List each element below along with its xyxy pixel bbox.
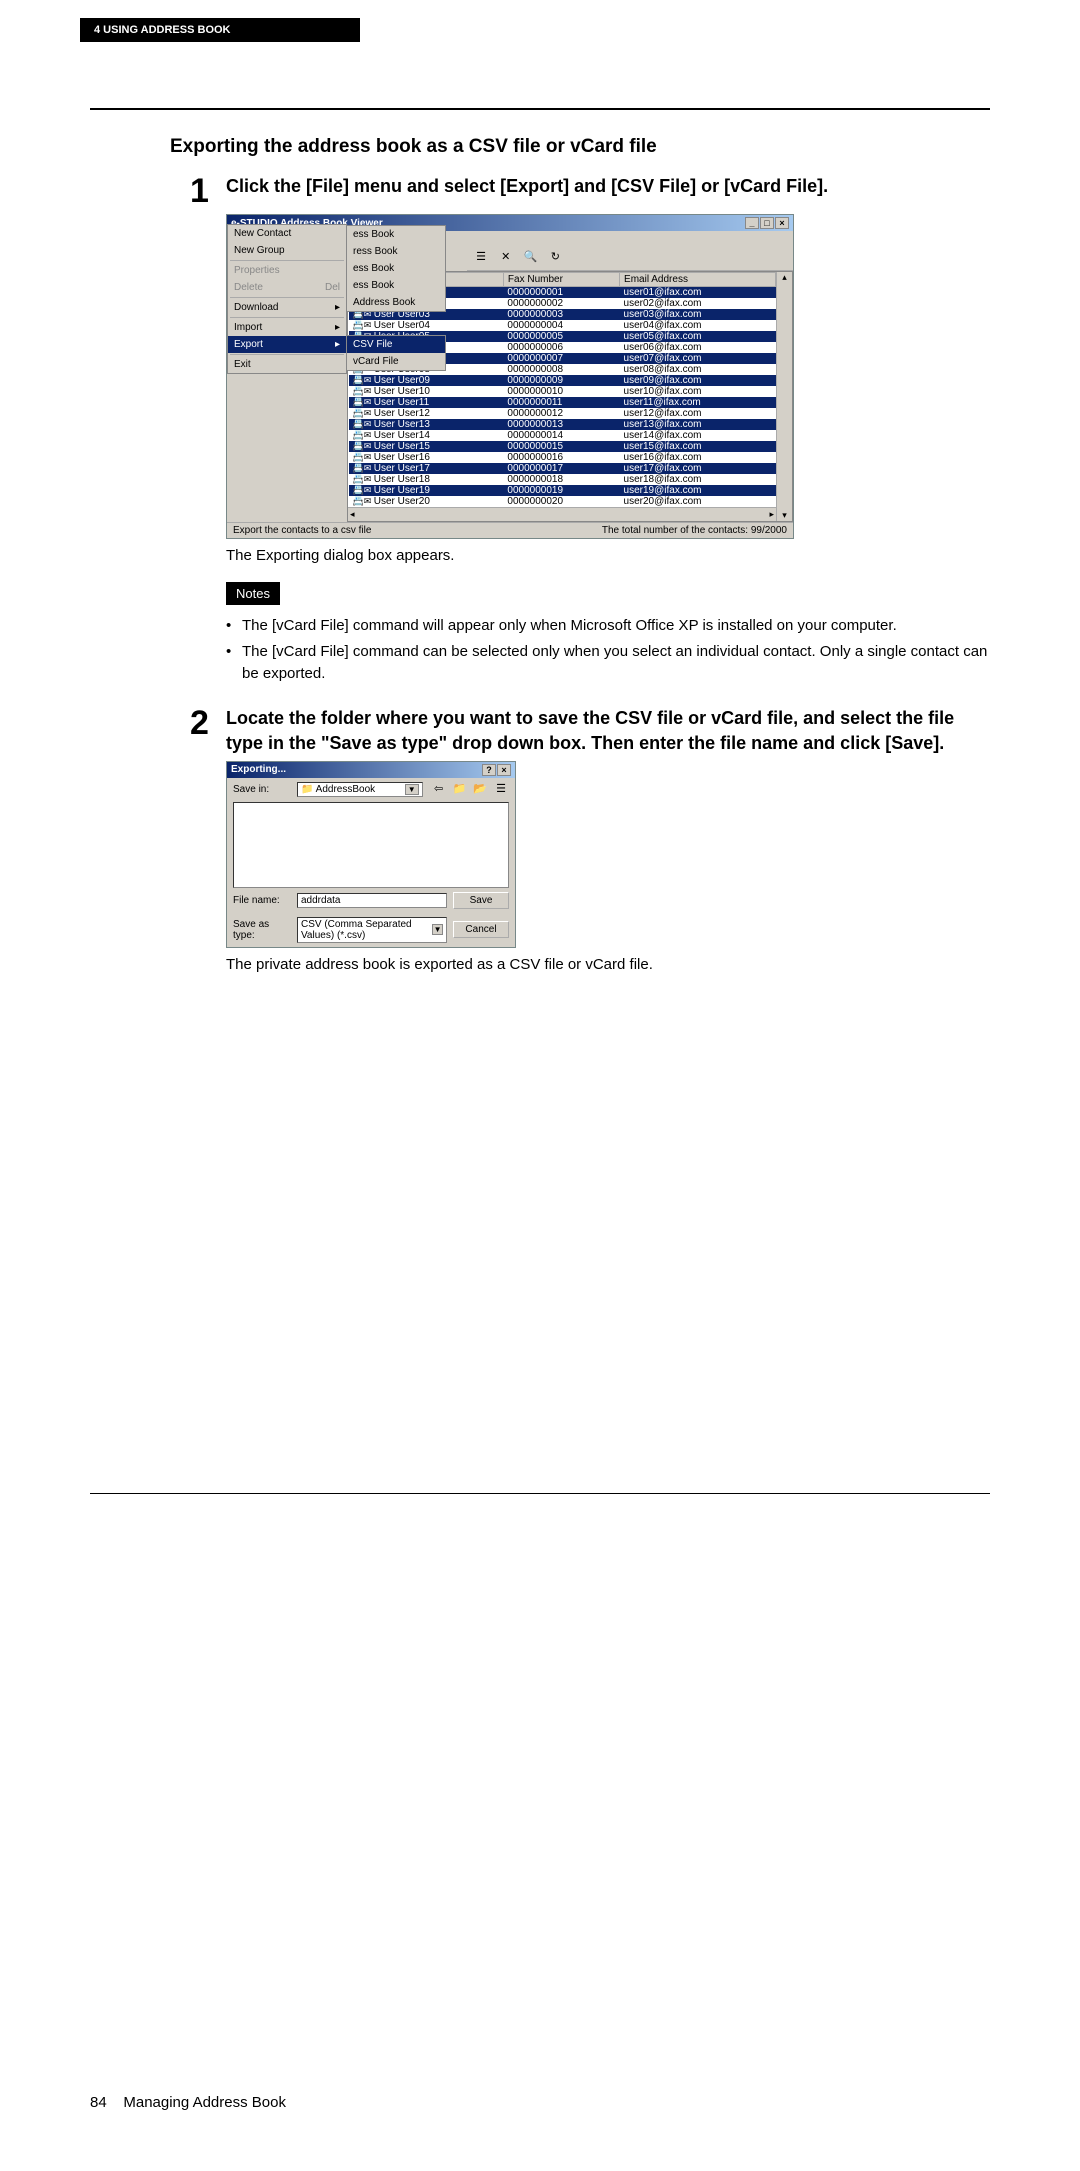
table-row[interactable]: User User150000000015user15@ifax.com: [349, 441, 776, 452]
export-submenu[interactable]: CSV File vCard File: [346, 335, 446, 371]
caption-2: The private address book is exported as …: [226, 956, 990, 973]
saveastype-value: CSV (Comma Separated Values) (*.csv): [301, 919, 432, 941]
cancel-button[interactable]: Cancel: [453, 921, 509, 938]
close-icon[interactable]: ×: [497, 764, 511, 776]
menu-new-group[interactable]: New Group: [228, 242, 346, 259]
table-row[interactable]: User User130000000013user13@ifax.com: [349, 419, 776, 430]
section-title: Exporting the address book as a CSV file…: [170, 136, 990, 158]
page-footer: 84 Managing Address Book: [90, 2094, 990, 2111]
note-item: The [vCard File] command will appear onl…: [226, 615, 990, 637]
bottom-rule: [90, 1493, 990, 1494]
menu-exit[interactable]: Exit: [228, 356, 346, 373]
window-buttons[interactable]: _□×: [744, 217, 789, 229]
note-item: The [vCard File] command can be selected…: [226, 641, 990, 685]
toolbar-find-icon[interactable]: 🔍: [523, 250, 539, 266]
dialog-title: Exporting...: [231, 764, 286, 776]
step-1-number: 1: [190, 174, 226, 208]
toolbar[interactable]: ☰ ✕ 🔍 ↻: [467, 246, 793, 271]
status-left: Export the contacts to a csv file: [233, 525, 371, 536]
menu-new-contact[interactable]: New Contact: [228, 225, 346, 242]
new-folder-icon[interactable]: 📂: [472, 782, 488, 798]
footer-text: Managing Address Book: [123, 2094, 286, 2111]
filename-label: File name:: [233, 895, 291, 906]
table-row[interactable]: User User170000000017user17@ifax.com: [349, 463, 776, 474]
notes-list: The [vCard File] command will appear onl…: [226, 615, 990, 684]
toolbar-refresh-icon[interactable]: ↻: [547, 250, 563, 266]
close-icon[interactable]: ×: [775, 217, 789, 229]
page-number: 84: [90, 2094, 107, 2111]
notes-label: Notes: [226, 582, 280, 605]
save-button[interactable]: Save: [453, 892, 509, 909]
status-right: The total number of the contacts: 99/200…: [602, 525, 787, 536]
up-folder-icon[interactable]: 📁: [451, 782, 467, 798]
table-row[interactable]: User User140000000014user14@ifax.com: [349, 430, 776, 441]
tree-item[interactable]: ess Book: [347, 277, 445, 294]
menu-properties: Properties: [228, 262, 346, 279]
col-fax-number[interactable]: Fax Number: [503, 273, 619, 287]
horizontal-scrollbar[interactable]: ◂▸: [348, 507, 776, 521]
tree-item[interactable]: ress Book: [347, 243, 445, 260]
chapter-header: 4 USING ADDRESS BOOK: [80, 18, 360, 42]
step-2-text: Locate the folder where you want to save…: [226, 706, 990, 755]
file-menu-dropdown[interactable]: New Contact New Group Properties DeleteD…: [227, 224, 347, 374]
step-1-text: Click the [File] menu and select [Export…: [226, 174, 828, 208]
table-row[interactable]: User User160000000016user16@ifax.com: [349, 452, 776, 463]
top-rule: [90, 108, 990, 110]
tree-overlay: ess Book ress Book ess Book ess Book Add…: [346, 225, 446, 312]
table-row[interactable]: User User190000000019user19@ifax.com: [349, 485, 776, 496]
submenu-csv-file[interactable]: CSV File: [347, 336, 445, 353]
savein-dropdown[interactable]: 📁 AddressBook ▼: [297, 782, 423, 797]
savein-value: 📁 AddressBook: [301, 784, 375, 795]
saveastype-dropdown[interactable]: CSV (Comma Separated Values) (*.csv) ▼: [297, 917, 447, 943]
view-menu-icon[interactable]: ☰: [493, 782, 509, 798]
back-icon[interactable]: ⇦: [431, 782, 447, 798]
filename-input[interactable]: addrdata: [297, 893, 447, 908]
menu-delete: DeleteDel: [228, 279, 346, 296]
table-row[interactable]: User User090000000009user09@ifax.com: [349, 375, 776, 386]
table-row[interactable]: User User110000000011user11@ifax.com: [349, 397, 776, 408]
table-row[interactable]: User User200000000020user20@ifax.com: [349, 496, 776, 507]
table-row[interactable]: User User180000000018user18@ifax.com: [349, 474, 776, 485]
submenu-vcard-file[interactable]: vCard File: [347, 353, 445, 370]
menu-download[interactable]: Download▸: [228, 299, 346, 316]
table-row[interactable]: User User120000000012user12@ifax.com: [349, 408, 776, 419]
saveastype-label: Save as type:: [233, 919, 291, 941]
savein-label: Save in:: [233, 784, 291, 795]
menu-import[interactable]: Import▸: [228, 319, 346, 336]
toolbar-delete-icon[interactable]: ✕: [498, 250, 514, 266]
minimize-icon[interactable]: _: [745, 217, 759, 229]
dropdown-arrow-icon[interactable]: ▼: [432, 924, 443, 935]
table-row[interactable]: User User100000000010user10@ifax.com: [349, 386, 776, 397]
help-icon[interactable]: ?: [482, 764, 496, 776]
screenshot-exporting-dialog: Exporting... ?× Save in: 📁 AddressBook ▼…: [226, 761, 516, 948]
vertical-scrollbar[interactable]: ▴▾: [776, 272, 792, 521]
tree-item[interactable]: ess Book: [347, 226, 445, 243]
col-email-address[interactable]: Email Address: [620, 273, 776, 287]
table-row[interactable]: User User040000000004user04@ifax.com: [349, 320, 776, 331]
maximize-icon[interactable]: □: [760, 217, 774, 229]
menu-export[interactable]: Export▸: [228, 336, 346, 353]
screenshot-address-book-viewer: e-STUDIO Address Book Viewer _□× File Ed…: [226, 214, 794, 539]
tree-item[interactable]: ess Book: [347, 260, 445, 277]
file-list-area[interactable]: [233, 802, 509, 888]
toolbar-icon[interactable]: ☰: [473, 250, 489, 266]
tree-item[interactable]: Address Book: [347, 294, 445, 311]
step-2-number: 2: [190, 706, 226, 755]
caption-1: The Exporting dialog box appears.: [226, 547, 990, 564]
dropdown-arrow-icon[interactable]: ▼: [405, 784, 419, 795]
